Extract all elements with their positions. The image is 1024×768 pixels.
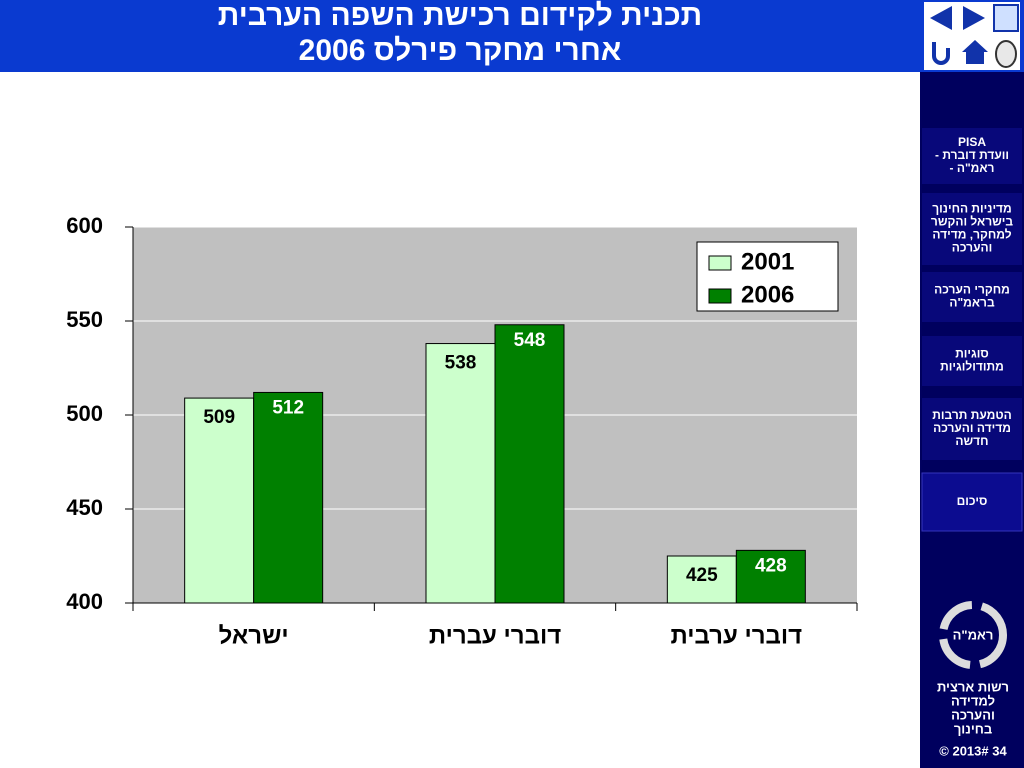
nav-item-label: למחקר, מדידה: [932, 228, 1011, 242]
nav-item-label: סוגיות: [955, 347, 989, 361]
header-bar: [0, 0, 920, 72]
logo-ring: [939, 601, 1007, 669]
nav-item-label: והערכה: [952, 241, 992, 255]
bar: [425, 343, 496, 604]
home-button[interactable]: [962, 40, 988, 64]
prev-button[interactable]: [930, 6, 952, 30]
nav-item-label: חדשה: [955, 434, 988, 448]
next-button[interactable]: [963, 6, 985, 30]
org-name: בחינוך: [954, 721, 992, 736]
mouse-button[interactable]: [995, 40, 1017, 68]
nav-item[interactable]: [922, 193, 1022, 265]
nav-item[interactable]: [921, 472, 1023, 532]
org-name: והערכה: [951, 707, 995, 722]
x-tick-label: ישראל: [219, 622, 289, 649]
value-label: 428: [755, 555, 787, 576]
nav-item-label: בישראל והקשר: [931, 215, 1013, 229]
nav-item-label: - ראמ"ה: [950, 161, 995, 175]
nav-item-label: PISA: [958, 135, 986, 149]
y-tick-label: 400: [66, 589, 103, 614]
value-label: 512: [272, 397, 304, 418]
book-button[interactable]: [993, 4, 1019, 32]
x-tick-label: דוברי ערבית: [671, 622, 803, 649]
value-label: 509: [203, 407, 235, 428]
nav-item-label: בראמ"ה: [949, 296, 995, 310]
y-tick-label: 550: [66, 307, 103, 332]
y-tick-label: 500: [66, 401, 103, 426]
value-label: 425: [686, 565, 718, 586]
legend-label: 2006: [741, 281, 794, 308]
nav-item[interactable]: [922, 398, 1022, 460]
bar: [184, 397, 255, 604]
y-tick-label: 600: [66, 213, 103, 238]
y-tick-label: 450: [66, 495, 103, 520]
nav-item-label: סיכום: [957, 494, 988, 508]
legend-label: 2001: [741, 248, 794, 275]
value-label: 538: [445, 353, 477, 374]
bar: [666, 555, 737, 604]
return-button[interactable]: [932, 42, 950, 65]
bar: [253, 391, 324, 604]
logo: [939, 601, 1007, 669]
legend-swatch: [708, 255, 732, 271]
subtitle: אחרי מחקר פירלס 2006: [299, 34, 622, 67]
title: תכנית לקידום רכישת השפה הערבית: [218, 0, 702, 32]
logo-label: ראמ"ה: [953, 627, 994, 642]
value-label: 548: [514, 330, 546, 351]
nav-item-label: מתודולוגיות: [940, 360, 1004, 374]
nav-item[interactable]: [922, 128, 1022, 184]
nav-item-label: מדיניות החינוך: [932, 202, 1012, 216]
nav-item-label: הטמעת תרבות: [932, 408, 1011, 422]
legend-swatch: [708, 288, 732, 304]
nav-item[interactable]: [922, 336, 1022, 386]
footer: © 2013# 34: [939, 743, 1007, 758]
nav-item-label: - וועדת דוברת: [935, 148, 1009, 162]
x-tick-label: דוברי עברית: [429, 622, 561, 649]
bar: [494, 324, 565, 604]
org-name: רשות ארצית: [937, 679, 1009, 694]
bar: [735, 549, 806, 604]
nav-item-label: מדידה והערכה: [933, 421, 1011, 435]
org-name: למדידה: [951, 693, 995, 708]
nav-item[interactable]: [922, 272, 1022, 322]
nav-item-label: מחקרי הערכה: [934, 283, 1010, 297]
